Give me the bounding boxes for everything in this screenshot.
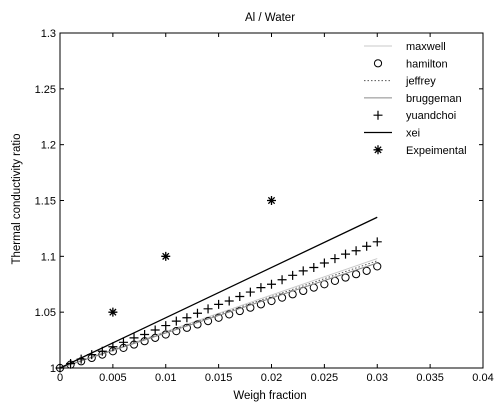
data-point-yuandchoi xyxy=(171,316,181,326)
data-point-hamilton xyxy=(193,320,202,329)
legend-label: hamilton xyxy=(406,58,448,70)
data-point-yuandchoi xyxy=(235,292,245,302)
data-point-yuandchoi xyxy=(108,342,118,352)
series-line-xei xyxy=(59,216,378,369)
y-tick-label: 1 xyxy=(50,363,56,375)
legend-item-yuandchoi: yuandchoi xyxy=(373,110,456,122)
data-point-yuandchoi xyxy=(309,263,319,272)
x-axis-label: Weigh fraction xyxy=(233,390,306,402)
legend-item-expeimental: Expeimental xyxy=(373,145,467,157)
data-point-yuandchoi xyxy=(224,296,234,306)
data-point-expeimental xyxy=(267,196,276,205)
data-point-hamilton xyxy=(352,270,361,279)
y-axis-label: Thermal conductivity ratio xyxy=(11,133,23,264)
legend-item-xei: xei xyxy=(364,128,420,140)
data-point-yuandchoi xyxy=(129,333,139,343)
x-tick-label: 0 xyxy=(57,372,63,384)
legend-label: yuandchoi xyxy=(406,110,456,122)
data-point-hamilton xyxy=(267,296,276,306)
data-point-yuandchoi xyxy=(118,337,128,347)
data-point-yuandchoi xyxy=(288,270,298,280)
legend-swatch xyxy=(373,110,383,120)
data-point-yuandchoi xyxy=(140,330,150,339)
y-tick-label: 1.25 xyxy=(35,84,56,96)
legend: maxwell hamilton jeffrey bruggeman yuandchoi… xyxy=(364,41,467,157)
series-xei xyxy=(59,216,378,369)
data-point-yuandchoi xyxy=(150,325,160,335)
legend-label: jeffrey xyxy=(405,76,436,88)
data-point-yuandchoi xyxy=(161,321,171,331)
x-tick-label: 0.005 xyxy=(99,372,127,384)
data-point-yuandchoi xyxy=(372,237,382,247)
data-point-yuandchoi xyxy=(330,254,340,264)
legend-item-maxwell: maxwell xyxy=(364,41,446,53)
x-tick-label: 0.025 xyxy=(311,372,339,384)
y-tick-label: 1.2 xyxy=(41,140,56,152)
y-tick-label: 1.05 xyxy=(35,307,56,319)
ticks-layer: 0 0.005 0.01 0.015 0.02 0.025 0.03 0.035 0.04 1 1.… xyxy=(35,28,494,384)
data-point-yuandchoi xyxy=(341,249,351,259)
x-tick-label: 0.015 xyxy=(205,372,233,384)
data-point-yuandchoi xyxy=(245,287,255,297)
x-tick-label: 0.03 xyxy=(367,372,388,384)
series-layer xyxy=(55,196,382,373)
legend-item-jeffrey: jeffrey xyxy=(364,76,436,88)
data-point-yuandchoi xyxy=(267,279,276,289)
data-point-hamilton xyxy=(203,317,213,326)
legend-item-hamilton: hamilton xyxy=(373,58,448,70)
data-point-hamilton xyxy=(182,323,191,332)
data-point-expeimental xyxy=(108,307,118,317)
data-point-yuandchoi xyxy=(298,266,308,276)
data-point-yuandchoi xyxy=(319,258,329,268)
legend-label: xei xyxy=(406,128,420,140)
data-point-yuandchoi xyxy=(203,304,213,314)
x-tick-label: 0.035 xyxy=(416,372,444,384)
data-point-yuandchoi xyxy=(182,313,192,323)
data-point-hamilton xyxy=(256,300,266,309)
y-tick-label: 1.3 xyxy=(41,28,56,40)
legend-item-bruggeman: bruggeman xyxy=(364,93,462,105)
data-point-yuandchoi xyxy=(277,275,287,285)
series-expeimental xyxy=(108,196,276,317)
x-tick-label: 0.01 xyxy=(155,372,176,384)
data-point-hamilton xyxy=(214,313,223,322)
data-point-yuandchoi xyxy=(192,308,202,318)
data-point-yuandchoi xyxy=(362,241,372,251)
x-tick-label: 0.04 xyxy=(472,372,493,384)
x-tick-label: 0.02 xyxy=(261,372,282,384)
y-tick-label: 1.15 xyxy=(35,196,56,208)
data-point-yuandchoi xyxy=(351,246,361,256)
data-point-yuandchoi xyxy=(256,283,266,293)
series-yuandchoi xyxy=(55,237,382,373)
data-point-hamilton xyxy=(362,266,371,275)
legend-label: Expeimental xyxy=(406,145,467,157)
chart-title: Al / Water xyxy=(245,12,295,24)
legend-swatch xyxy=(373,145,383,155)
legend-label: bruggeman xyxy=(406,93,462,105)
data-point-expeimental xyxy=(161,251,171,261)
data-point-hamilton xyxy=(373,262,382,271)
y-tick-label: 1.1 xyxy=(41,251,56,263)
data-point-yuandchoi xyxy=(214,299,224,309)
legend-swatch xyxy=(373,59,383,68)
legend-label: maxwell xyxy=(406,41,446,53)
